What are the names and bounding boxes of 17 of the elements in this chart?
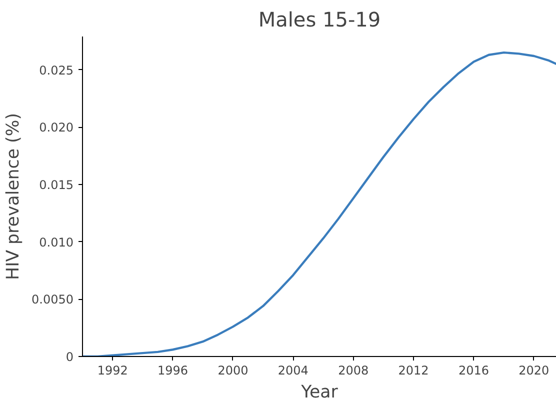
y-tick-label: 0.0050 — [32, 292, 74, 307]
x-tick-label: 2008 — [338, 364, 369, 378]
y-tick-label: 0.015 — [39, 178, 74, 192]
y-tick-label: 0.020 — [39, 120, 74, 135]
chart-title: Males 15-19 — [258, 8, 381, 32]
y-tick-label: 0 — [66, 350, 74, 364]
x-tick-label: 2016 — [458, 364, 490, 378]
x-tick-label: 2004 — [278, 364, 308, 378]
y-tick-label: 0.010 — [39, 235, 74, 250]
x-tick-label: 2020 — [518, 364, 550, 378]
y-axis-title: HIV prevalence (%) — [4, 113, 24, 280]
x-tick-label: 2012 — [398, 364, 429, 378]
x-tick-label: 2000 — [218, 364, 248, 378]
x-axis-title: Year — [300, 382, 339, 402]
y-tick-label: 0.025 — [39, 63, 74, 78]
x-tick-label: 1992 — [97, 364, 128, 378]
x-tick-label: 1996 — [158, 364, 188, 378]
